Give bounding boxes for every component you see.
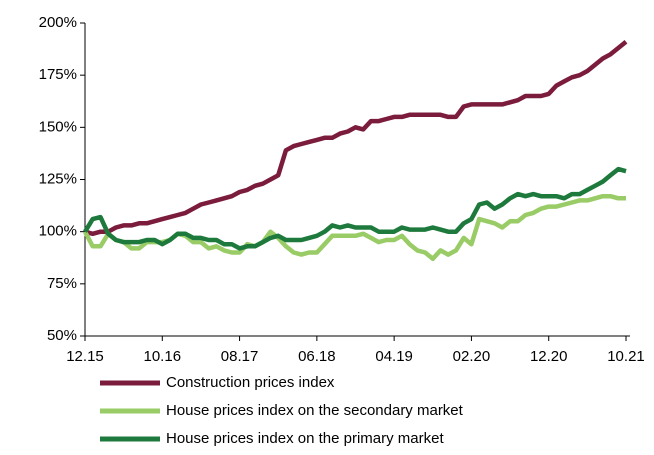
y-tick-label: 50% (47, 327, 77, 344)
legend-label: House prices index on the primary market (166, 430, 444, 447)
y-tick-label: 200% (39, 14, 77, 31)
y-tick-label: 75% (47, 275, 77, 292)
y-tick-label: 150% (39, 118, 77, 135)
x-tick-label: 12.15 (66, 348, 104, 365)
x-tick-label: 06.18 (298, 348, 336, 365)
x-tick-label: 12.20 (530, 348, 568, 365)
x-tick-label: 10.21 (607, 348, 645, 365)
series-line (83, 166, 627, 251)
x-tick-label: 04.19 (375, 348, 413, 365)
x-tick-label: 08.17 (221, 348, 259, 365)
x-tick-label: 02.20 (453, 348, 491, 365)
series-line (84, 40, 628, 237)
x-tick-label: 10.16 (144, 348, 182, 365)
y-tick-label: 175% (39, 66, 77, 83)
legend-label: House prices index on the secondary mark… (166, 402, 464, 419)
y-tick-label: 100% (39, 223, 77, 240)
legend-label: Construction prices index (166, 374, 335, 391)
y-tick-label: 125% (39, 170, 77, 187)
